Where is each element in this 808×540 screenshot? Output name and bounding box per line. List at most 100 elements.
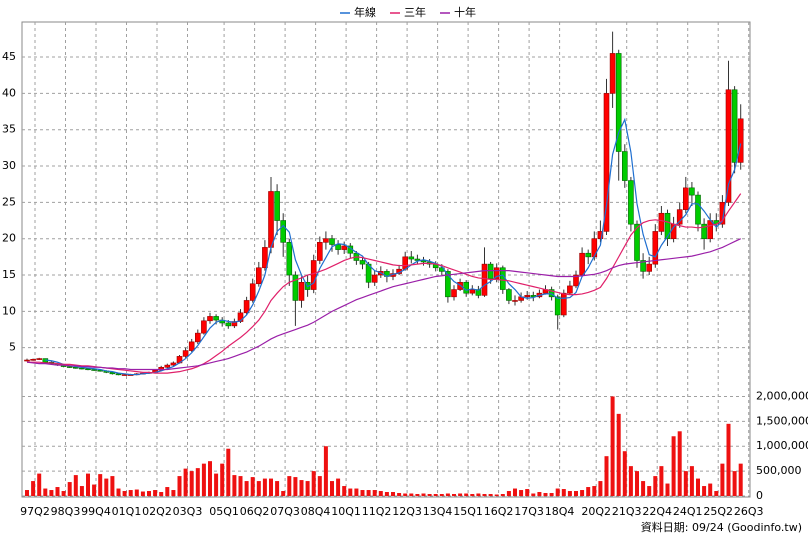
- x-tick-label: 01Q1: [112, 505, 142, 518]
- y-tick-label: 20: [2, 232, 16, 245]
- volume-bar: [43, 488, 48, 496]
- x-tick-label: 21Q3: [612, 505, 642, 518]
- volume-bar: [299, 480, 304, 496]
- candle-body: [701, 223, 707, 239]
- candle-body: [658, 212, 665, 232]
- candle-body: [243, 300, 250, 314]
- volume-bar: [86, 473, 90, 496]
- volume-bar: [616, 413, 621, 496]
- volume-bar: [464, 493, 469, 496]
- volume-bar: [592, 486, 597, 496]
- volume-bar: [336, 478, 341, 496]
- candle-body: [506, 289, 512, 301]
- volume-bar: [134, 489, 139, 496]
- candle-body: [201, 320, 207, 334]
- volume-bar: [555, 488, 560, 496]
- candle-body: [676, 209, 683, 225]
- volume-bar: [159, 492, 164, 496]
- candle-body: [634, 223, 640, 261]
- candle-body: [469, 289, 476, 294]
- candle-body: [414, 258, 421, 261]
- candle-body: [225, 322, 232, 327]
- volume-bar: [586, 487, 591, 496]
- volume-bar: [37, 473, 42, 496]
- volume-bar: [622, 451, 627, 496]
- volume-bar: [208, 461, 212, 496]
- x-tick-label: 15Q1: [453, 505, 483, 518]
- candle-body: [737, 118, 744, 163]
- candle-body: [268, 191, 274, 248]
- volume-bar: [647, 486, 652, 496]
- candle-body: [646, 263, 653, 272]
- volume-bar: [104, 478, 109, 496]
- candle-body: [286, 242, 293, 276]
- x-tick-label: 03Q3: [173, 505, 203, 518]
- volume-bar: [653, 476, 658, 496]
- volume-bar: [574, 491, 578, 496]
- x-tick-label: 25Q2: [703, 505, 733, 518]
- volume-bar: [31, 481, 36, 496]
- candle-body: [689, 187, 695, 196]
- ma-line: [27, 193, 742, 374]
- volume-bar: [665, 483, 670, 496]
- y-tick-label: 45: [2, 50, 16, 63]
- candle-body: [85, 368, 91, 371]
- y-tick-label: 5: [9, 341, 16, 354]
- volume-bar: [513, 488, 517, 496]
- candle-body: [512, 300, 518, 302]
- candle-body: [615, 53, 622, 152]
- volume-bar: [391, 492, 395, 496]
- volume-bar: [256, 481, 261, 496]
- x-tick-label: 24Q1: [673, 505, 703, 518]
- candle-body: [408, 256, 415, 260]
- volume-bar: [683, 471, 688, 496]
- volume-bar: [372, 490, 377, 496]
- candle-body: [725, 89, 732, 203]
- x-tick-label: 11Q2: [362, 505, 392, 518]
- volume-bar: [714, 491, 719, 496]
- volume-bar: [531, 493, 536, 496]
- volume-bar: [403, 493, 408, 496]
- volume-bar: [92, 484, 97, 496]
- candle-body: [707, 220, 714, 239]
- candle-body: [371, 274, 378, 283]
- volume-bar: [293, 477, 298, 496]
- y2-tick-label: 0: [756, 489, 763, 502]
- volume-bar: [226, 448, 231, 496]
- candle-body: [567, 285, 573, 294]
- candle-body: [335, 244, 341, 250]
- x-tick-label: 18Q4: [545, 505, 575, 518]
- candle-body: [164, 364, 171, 368]
- candle-body: [695, 194, 701, 225]
- x-tick-label: 22Q4: [642, 505, 672, 518]
- volume-bar: [445, 493, 450, 496]
- y2-tick-label: 500,000: [756, 464, 802, 477]
- volume-bar: [244, 481, 249, 496]
- volume-bar: [427, 494, 432, 496]
- volume-bar: [708, 483, 713, 496]
- volume-bar: [67, 482, 72, 496]
- candle-body: [548, 289, 555, 298]
- volume-bar: [452, 494, 456, 496]
- volume-bar: [220, 463, 225, 496]
- legend-label: 十年: [454, 5, 476, 19]
- x-tick-label: 17Q3: [514, 505, 544, 518]
- volume-bar: [470, 494, 475, 496]
- volume-bar: [696, 478, 700, 496]
- volume-bar: [506, 491, 511, 496]
- volume-bar: [330, 481, 334, 496]
- candle-body: [579, 252, 585, 276]
- volume-bar: [726, 423, 731, 496]
- candle-body: [573, 274, 579, 287]
- legend-label: 三年: [404, 5, 426, 19]
- candle-body: [73, 366, 79, 369]
- x-tick-label: 12Q3: [392, 505, 422, 518]
- candle-body: [609, 53, 616, 94]
- candle-body: [292, 274, 299, 301]
- x-tick-label: 08Q4: [301, 505, 331, 518]
- volume-bar: [311, 471, 316, 496]
- y-tick-label: 35: [2, 123, 16, 136]
- candle-body: [188, 341, 195, 351]
- volume-bar: [177, 476, 182, 496]
- volume-bar: [61, 491, 66, 496]
